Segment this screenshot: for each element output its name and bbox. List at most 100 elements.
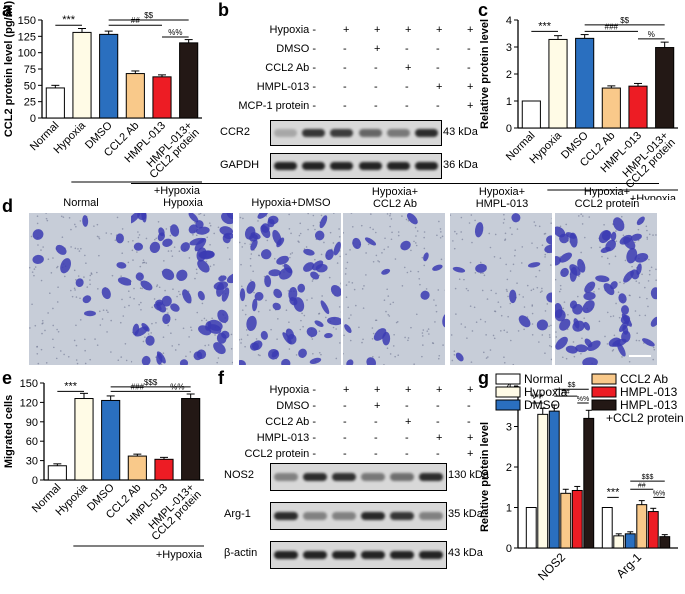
migrated-cell xyxy=(650,316,657,327)
pore xyxy=(167,250,170,252)
migrated-cell xyxy=(239,288,246,302)
pore xyxy=(106,331,108,333)
pore xyxy=(80,247,82,250)
blot-condition-mark: + xyxy=(467,81,474,93)
pore xyxy=(647,280,650,282)
pore xyxy=(555,331,557,333)
pore xyxy=(503,356,505,359)
pore xyxy=(42,246,44,248)
pore xyxy=(383,299,386,301)
migrated-cell xyxy=(239,359,246,365)
pore xyxy=(338,228,340,230)
migrated-cell xyxy=(226,213,233,220)
bar xyxy=(571,489,583,549)
pore xyxy=(346,261,349,264)
migrated-cell xyxy=(180,242,190,252)
pore xyxy=(276,338,278,340)
pore xyxy=(391,231,393,234)
migrated-cell xyxy=(133,242,144,251)
significance-mark: % xyxy=(648,30,655,39)
pore xyxy=(475,321,478,324)
pore xyxy=(45,217,48,220)
pore xyxy=(252,270,254,273)
pore xyxy=(507,295,509,298)
pore xyxy=(339,342,341,344)
pore xyxy=(156,284,159,286)
pore xyxy=(637,228,640,231)
pore xyxy=(61,236,64,239)
pore xyxy=(580,251,582,254)
pore xyxy=(31,303,33,306)
pore xyxy=(96,223,99,226)
pore xyxy=(555,278,557,281)
pore xyxy=(422,329,425,331)
pore xyxy=(189,351,192,353)
pore xyxy=(387,246,389,248)
pore xyxy=(646,238,649,240)
pore xyxy=(646,229,648,232)
pore xyxy=(194,221,196,224)
pore xyxy=(302,325,304,328)
pore xyxy=(128,304,130,307)
y-tick-label: 100 xyxy=(18,48,36,60)
pore xyxy=(36,352,39,355)
blot-condition-mark: + xyxy=(405,384,412,396)
blot-band xyxy=(302,473,327,481)
blot-band xyxy=(386,129,411,137)
pore xyxy=(604,335,606,338)
pore xyxy=(52,324,55,327)
significance-mark: *** xyxy=(607,486,621,498)
pore xyxy=(436,234,438,237)
pore xyxy=(463,278,465,281)
pore xyxy=(174,318,177,321)
pore xyxy=(203,214,206,217)
pore xyxy=(52,257,54,259)
migrated-cell xyxy=(622,324,629,335)
pore xyxy=(549,264,552,266)
pore xyxy=(56,265,59,268)
migrated-cell xyxy=(197,259,210,273)
pore xyxy=(461,238,464,241)
y-axis-label: CCL2 protein level (pg/ml) xyxy=(3,1,15,138)
pore xyxy=(307,228,309,231)
pore xyxy=(320,253,323,256)
migrated-cell xyxy=(455,352,464,362)
pore xyxy=(397,234,400,237)
blot-condition-mark: - xyxy=(405,43,409,55)
blot-strip xyxy=(270,153,442,179)
blot-condition-mark: - xyxy=(343,43,347,55)
pore xyxy=(170,332,172,334)
pore xyxy=(469,261,472,264)
pore xyxy=(338,235,341,238)
significance-mark: %% xyxy=(577,396,589,403)
pore xyxy=(203,317,206,320)
pore xyxy=(129,296,131,299)
legend-label: DMSO xyxy=(524,398,560,412)
pore xyxy=(73,339,76,342)
pore xyxy=(288,321,290,324)
pore xyxy=(514,249,516,251)
migrated-cell xyxy=(84,310,96,317)
pore xyxy=(44,329,46,332)
migrated-cell xyxy=(314,230,325,241)
pore xyxy=(454,230,456,233)
pore xyxy=(151,306,153,309)
blot-band xyxy=(358,162,382,170)
pore xyxy=(206,236,209,239)
pore xyxy=(441,235,444,238)
pore xyxy=(450,214,452,216)
pore xyxy=(523,328,525,331)
pore xyxy=(133,297,135,300)
pore xyxy=(516,228,519,230)
pore xyxy=(494,233,497,236)
pore xyxy=(97,288,99,290)
pore xyxy=(580,213,582,215)
migrated-cell xyxy=(196,247,207,262)
pore xyxy=(77,248,79,250)
pore xyxy=(150,332,152,334)
pore xyxy=(394,355,396,358)
pore xyxy=(153,298,156,300)
pore xyxy=(378,261,381,263)
pore xyxy=(55,357,58,360)
pore xyxy=(390,218,393,220)
